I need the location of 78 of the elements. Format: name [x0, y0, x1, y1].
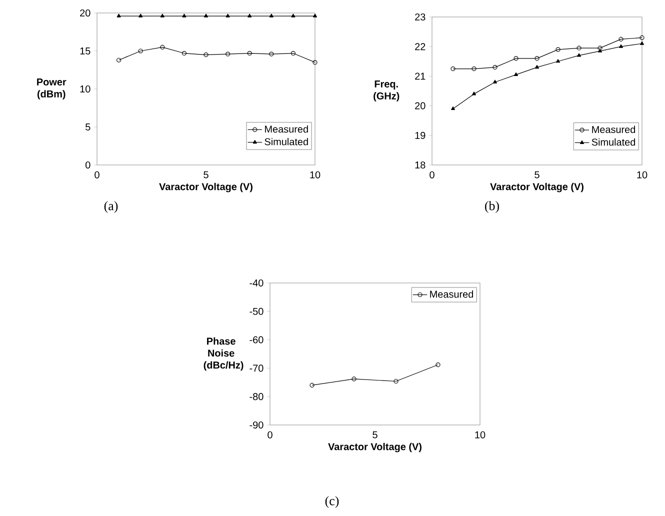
y-tick-label: -50	[250, 308, 264, 315]
point	[534, 56, 540, 61]
x-axis-title: Varactor Voltage (V)	[328, 442, 422, 452]
y-axis-title: Phase Noise (dBc/Hz)	[204, 337, 244, 371]
y-tick-label: -70	[250, 364, 264, 372]
legend-label: Measured	[430, 290, 474, 298]
point	[450, 106, 456, 110]
point	[269, 14, 274, 18]
x-tick-label: 0	[94, 171, 100, 178]
point	[182, 50, 186, 56]
point	[556, 59, 560, 63]
text: (c)	[325, 496, 339, 508]
legend-label: Simulated	[264, 138, 308, 146]
y-tick-label: 5	[86, 124, 90, 130]
point	[204, 14, 208, 18]
point	[514, 72, 518, 76]
y-axis-title: Power (dBm)	[37, 78, 66, 100]
x-tick-label: 0	[268, 431, 272, 438]
point	[247, 50, 252, 56]
point	[492, 80, 498, 84]
legend-label: Measured	[265, 125, 308, 133]
point	[182, 14, 186, 18]
text: (b)	[485, 201, 499, 213]
point	[576, 53, 582, 57]
y-tick-label: 23	[415, 13, 426, 21]
y-tick-label: -60	[250, 336, 264, 344]
point	[226, 14, 230, 18]
point	[492, 65, 498, 70]
point	[514, 56, 518, 61]
y-tick-label: -80	[250, 393, 264, 400]
point	[226, 52, 230, 56]
x-tick-label: 0	[430, 171, 434, 178]
point	[598, 48, 602, 52]
x-tick-label: 5	[534, 171, 540, 178]
point	[556, 47, 560, 52]
point	[290, 50, 296, 56]
point	[576, 46, 582, 50]
y-tick-label: 19	[415, 132, 426, 139]
y-tick-label: 18	[415, 161, 426, 169]
legend-label: Simulated	[592, 138, 636, 146]
y-tick-label: 0	[86, 161, 90, 169]
y-tick-label: 10	[80, 85, 90, 93]
point	[472, 92, 476, 96]
point	[312, 14, 318, 18]
point	[291, 14, 296, 18]
point	[352, 376, 356, 382]
point	[204, 52, 208, 58]
x-tick-label: 5	[372, 431, 378, 438]
point	[472, 66, 476, 72]
x-tick-label: 10	[637, 171, 648, 178]
x-tick-label: 10	[475, 431, 486, 438]
point	[138, 48, 143, 54]
point	[618, 44, 624, 48]
y-tick-label: 15	[80, 48, 90, 54]
point	[640, 41, 644, 45]
y-tick-label: -90	[250, 421, 264, 429]
y-axis-title: Freq. (GHz)	[374, 80, 400, 102]
point	[160, 14, 164, 18]
y-tick-label: 20	[80, 9, 90, 17]
point	[248, 14, 252, 18]
legend-label: Measured	[592, 126, 636, 134]
point	[160, 44, 165, 50]
text: (a)	[104, 201, 118, 213]
x-tick-label: 10	[310, 171, 320, 178]
y-tick-label: 20	[415, 102, 426, 110]
point	[116, 14, 121, 18]
point	[138, 14, 143, 18]
y-tick-label: -40	[250, 279, 264, 287]
x-tick-label: 5	[204, 171, 208, 178]
point	[534, 65, 540, 69]
x-axis-title: Varactor Voltage (V)	[490, 182, 584, 192]
y-tick-label: 21	[415, 72, 426, 80]
point	[598, 46, 602, 50]
point	[394, 378, 398, 384]
y-tick-label: 22	[415, 43, 426, 50]
point	[269, 52, 274, 56]
x-axis-title: Varactor Voltage (V)	[159, 182, 252, 192]
point	[618, 36, 624, 42]
